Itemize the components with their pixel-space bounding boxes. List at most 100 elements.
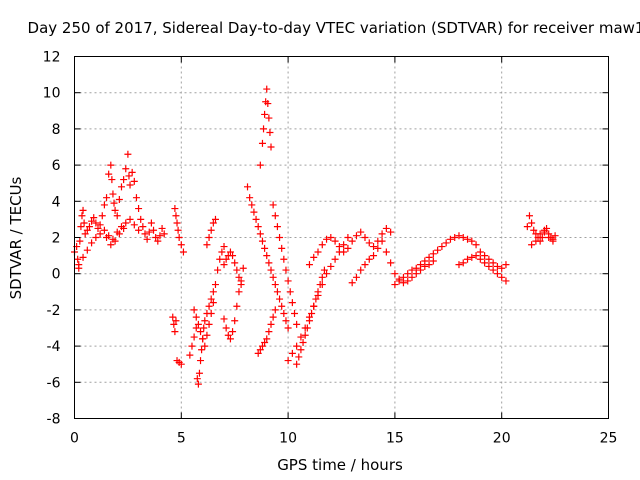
data-point — [323, 270, 331, 278]
data-point — [278, 244, 286, 252]
data-point — [216, 255, 224, 263]
data-point — [193, 375, 201, 383]
data-point — [203, 331, 211, 339]
data-point — [459, 259, 467, 267]
data-point — [378, 230, 386, 238]
data-point — [305, 317, 313, 325]
data-point — [171, 328, 179, 336]
data-point — [267, 320, 275, 328]
data-point — [169, 313, 177, 321]
y-tick-label: 2 — [52, 231, 61, 247]
data-point — [209, 299, 217, 307]
data-point — [303, 324, 311, 332]
data-point — [523, 223, 531, 231]
data-point — [284, 277, 292, 285]
data-point — [269, 273, 277, 281]
data-point — [125, 172, 133, 180]
data-point — [293, 342, 301, 350]
data-point — [222, 255, 230, 263]
data-point — [152, 234, 160, 241]
data-point — [278, 302, 286, 310]
data-point — [252, 215, 260, 223]
data-point — [417, 261, 425, 269]
data-point — [78, 212, 86, 220]
data-point — [137, 215, 145, 223]
data-point — [551, 232, 559, 240]
data-point — [378, 237, 386, 245]
data-point — [209, 219, 217, 227]
data-point — [192, 324, 200, 332]
data-point — [318, 241, 326, 249]
data-point — [528, 241, 536, 249]
data-point — [246, 194, 254, 202]
data-point — [425, 261, 433, 269]
data-point — [135, 226, 143, 234]
data-point — [299, 338, 307, 346]
data-point — [335, 243, 343, 251]
data-point — [412, 264, 420, 272]
data-point — [103, 234, 111, 241]
data-point — [489, 266, 497, 274]
data-point — [254, 349, 262, 357]
data-point — [280, 255, 288, 263]
data-point — [258, 342, 266, 350]
data-point — [493, 262, 501, 270]
x-tick-label: 15 — [386, 431, 404, 447]
grid — [74, 56, 609, 419]
data-point — [314, 248, 322, 256]
y-tick-label: 10 — [43, 86, 61, 102]
data-point — [205, 302, 213, 310]
data-point — [361, 234, 369, 241]
x-tick-label: 5 — [177, 431, 186, 447]
data-point — [530, 226, 538, 234]
data-point — [314, 288, 322, 296]
data-point — [200, 324, 208, 332]
data-point — [220, 243, 228, 251]
data-point — [525, 212, 533, 220]
data-point — [110, 199, 118, 207]
data-point — [472, 252, 480, 260]
data-point — [327, 234, 335, 241]
data-point — [545, 234, 553, 241]
data-point — [77, 223, 85, 231]
y-tick-label: 6 — [52, 158, 61, 174]
data-point — [88, 217, 96, 225]
data-point — [186, 351, 194, 359]
data-point — [404, 277, 412, 285]
data-point — [391, 281, 399, 289]
data-point — [532, 237, 540, 245]
data-point — [442, 239, 450, 247]
data-point — [284, 357, 292, 365]
data-point — [286, 288, 294, 296]
data-point — [464, 235, 472, 243]
y-tick-label: 0 — [52, 267, 61, 283]
data-point — [258, 237, 266, 245]
data-point — [468, 253, 476, 261]
data-point — [258, 139, 266, 147]
data-point — [172, 212, 180, 220]
data-point — [203, 241, 211, 249]
data-point — [265, 259, 273, 267]
data-point — [197, 328, 205, 336]
data-point — [94, 224, 102, 232]
data-point — [327, 262, 335, 270]
data-point — [235, 273, 243, 281]
data-point — [177, 360, 185, 368]
data-point — [472, 241, 480, 249]
data-point — [365, 239, 373, 247]
data-point — [305, 261, 313, 269]
data-point — [297, 346, 305, 354]
data-point — [301, 331, 309, 339]
data-point — [276, 234, 284, 241]
data-point — [195, 369, 203, 377]
y-tick-label: 12 — [43, 50, 61, 66]
data-point — [357, 266, 365, 274]
data-point — [107, 241, 115, 249]
data-point — [318, 273, 326, 281]
data-point — [229, 252, 237, 260]
data-point — [263, 252, 271, 260]
data-point — [194, 320, 202, 328]
data-point — [502, 261, 510, 269]
data-point — [404, 270, 412, 278]
